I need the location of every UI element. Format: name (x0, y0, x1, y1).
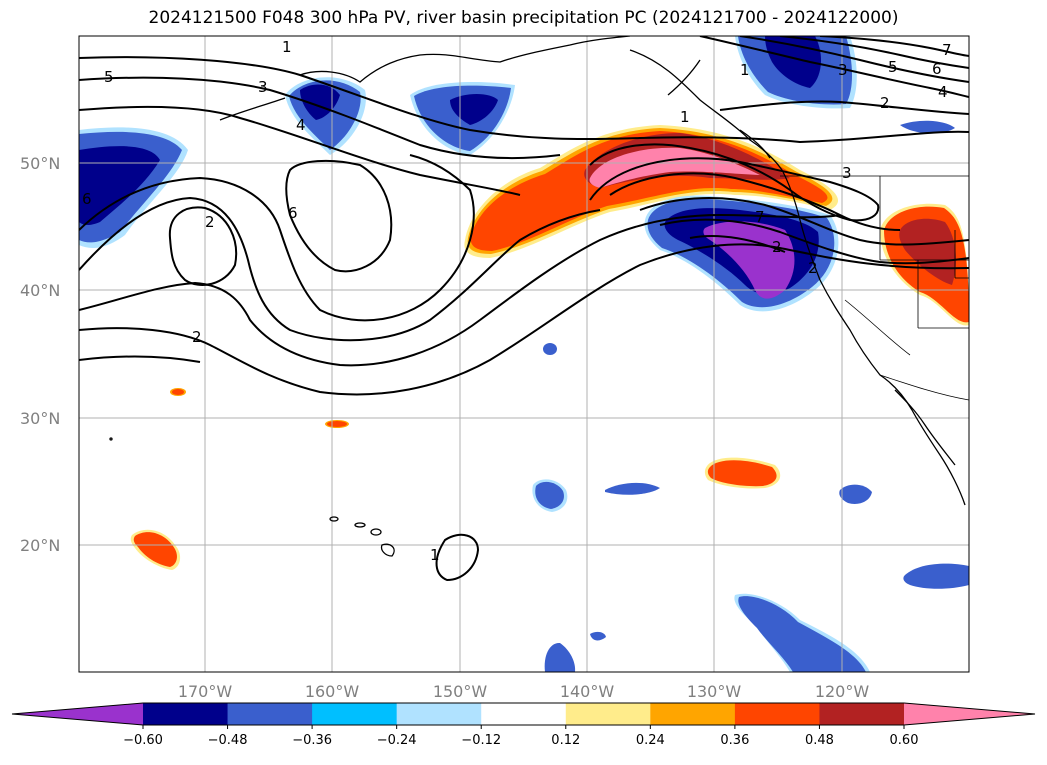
graticule (79, 36, 969, 672)
map-title: 2024121500 F048 300 hPa PV, river basin … (148, 8, 899, 28)
colorbar-tick-label: −0.24 (377, 733, 417, 748)
contour-labels: 5 3 1 4 2 6 2 1 1 3 5 6 4 2 7 1 3 2 7 2 … (82, 38, 952, 564)
contour-label: 6 (82, 190, 92, 208)
colorbar-extend-high (904, 703, 1035, 725)
colorbar-tick-label: −0.60 (123, 733, 163, 748)
colorbar-extend-low (12, 703, 143, 725)
contour-label: 2 (880, 94, 890, 112)
lon-label: 140°W (560, 682, 615, 701)
colorbar-box (143, 703, 229, 725)
lon-label: 170°W (178, 682, 233, 701)
lat-label: 40°N (20, 281, 60, 300)
contour-label: 1 (680, 108, 690, 126)
precip-fill-layer (79, 36, 969, 672)
contour-label: 3 (842, 164, 852, 182)
contour-label: 6 (288, 204, 298, 222)
contour-label: 7 (755, 208, 765, 226)
colorbar-box (396, 703, 482, 725)
colorbar-box (650, 703, 736, 725)
colorbar-box (481, 703, 567, 725)
map-background (79, 36, 969, 672)
contour-label: 2 (772, 238, 782, 256)
colorbar-box (565, 703, 651, 725)
contour-label: 1 (430, 546, 440, 564)
contour-label: 5 (104, 68, 114, 86)
lon-label: 160°W (305, 682, 360, 701)
coastlines (109, 36, 966, 557)
colorbar-box (819, 703, 905, 725)
lon-label: 120°W (815, 682, 870, 701)
contour-label: 4 (296, 116, 306, 134)
colorbar-tick-label: 0.36 (720, 733, 749, 748)
contour-label: 6 (932, 60, 942, 78)
contour-label: 2 (205, 213, 215, 231)
contour-label: 7 (942, 41, 952, 59)
lon-label: 150°W (433, 682, 488, 701)
colorbar-box (227, 703, 313, 725)
contour-label: 4 (938, 83, 948, 101)
borders (780, 175, 969, 401)
colorbar-tick-label: 0.24 (636, 733, 665, 748)
lat-label: 20°N (20, 536, 60, 555)
colorbar-tick-label: −0.12 (461, 733, 501, 748)
lon-label: 130°W (687, 682, 742, 701)
map-frame (78, 35, 970, 673)
colorbar-tick-label: 0.60 (890, 733, 919, 748)
contour-label: 3 (258, 78, 268, 96)
contour-label: 2 (192, 328, 202, 346)
longitude-labels: 170°W 160°W 150°W 140°W 130°W 120°W (178, 682, 870, 701)
colorbar-box (312, 703, 398, 725)
lat-label: 50°N (20, 154, 60, 173)
colorbar-tick-label: −0.48 (208, 733, 248, 748)
colorbar-box (734, 703, 820, 725)
latitude-labels: 50°N 40°N 30°N 20°N (20, 154, 60, 555)
contour-label: 1 (740, 61, 750, 79)
colorbar: −0.60 −0.48 −0.36 −0.24 −0.12 0.12 0.24 0.36 0.4… (11, 702, 1036, 748)
colorbar-tick-label: −0.36 (292, 733, 332, 748)
colorbar-tick-label: 0.12 (551, 733, 580, 748)
contour-label: 3 (838, 61, 848, 79)
contour-label: 5 (888, 58, 898, 76)
contour-label: 2 (808, 259, 818, 277)
pv-contours (79, 36, 969, 582)
contour-label: 1 (282, 38, 292, 56)
colorbar-tick-label: 0.48 (805, 733, 834, 748)
lat-label: 30°N (20, 409, 60, 428)
